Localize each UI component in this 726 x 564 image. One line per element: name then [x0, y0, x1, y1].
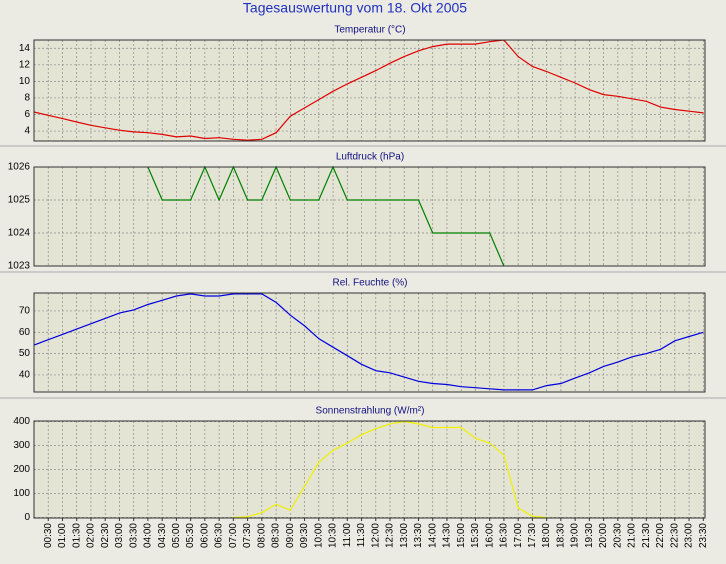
plot-area	[34, 167, 705, 266]
data-line	[33, 39, 704, 141]
y-tick-label: 12	[19, 59, 31, 70]
y-tick-label: 200	[13, 464, 30, 475]
x-tick-label: 08:30	[271, 523, 282, 548]
x-tick-label: 23:30	[698, 523, 709, 548]
data-line	[147, 165, 505, 267]
x-tick-label: 09:30	[299, 523, 310, 548]
x-tick-label: 13:00	[399, 523, 410, 548]
y-tick-label: 14	[19, 43, 31, 54]
x-tick-label: 14:30	[442, 523, 453, 548]
page-title: Tagesauswertung vom 18. Okt 2005	[243, 0, 467, 16]
x-tick-label: 20:00	[598, 523, 609, 548]
x-tick-label: 10:30	[328, 523, 339, 548]
x-tick-label: 11:00	[342, 523, 353, 548]
x-tick-label: 05:00	[171, 523, 182, 548]
x-tick-label: 22:30	[669, 523, 680, 548]
x-tick-label: 10:00	[313, 523, 324, 548]
plot-area	[34, 293, 705, 392]
x-tick-label: 02:30	[100, 523, 111, 548]
plot-frame	[33, 292, 706, 393]
x-tick-label: 11:30	[356, 523, 367, 548]
x-tick-label: 16:30	[499, 523, 510, 548]
x-tick-label: 19:30	[584, 523, 595, 548]
plot-area	[34, 40, 705, 141]
x-tick-label: 04:00	[143, 523, 154, 548]
x-tick-label: 18:30	[556, 523, 567, 548]
x-tick-label: 22:00	[655, 523, 666, 548]
y-tick-label: 6	[24, 109, 30, 120]
x-tick-label: 18:00	[541, 523, 552, 548]
y-tick-label: 70	[19, 306, 31, 317]
y-tick-label: 1026	[8, 162, 31, 173]
y-tick-label: 50	[19, 348, 31, 359]
y-tick-label: 8	[24, 93, 30, 104]
x-tick-label: 04:30	[157, 523, 168, 548]
x-tick-label: 03:00	[114, 523, 125, 548]
x-tick-label: 17:30	[527, 523, 538, 548]
x-tick-label: 00:30	[43, 523, 54, 548]
x-tick-label: 14:00	[427, 523, 438, 548]
x-tick-label: 12:30	[385, 523, 396, 548]
x-tick-label: 15:30	[470, 523, 481, 548]
x-tick-label: 09:00	[285, 523, 296, 548]
x-tick-label: 07:00	[228, 523, 239, 548]
plot-frame	[33, 166, 706, 267]
y-tick-label: 60	[19, 327, 31, 338]
x-tick-label: 07:30	[242, 523, 253, 548]
y-tick-label: 0	[24, 512, 30, 523]
x-tick-label: 03:30	[128, 523, 139, 548]
x-tick-label: 08:00	[256, 523, 267, 548]
x-tick-label: 13:30	[413, 523, 424, 548]
panel-title: Sonnenstrahlung (W/m²)	[316, 406, 425, 417]
x-tick-label: 06:30	[214, 523, 225, 548]
x-tick-label: 21:00	[627, 523, 638, 548]
y-tick-label: 4	[24, 126, 30, 137]
data-line	[33, 293, 704, 391]
panel-title: Luftdruck (hPa)	[336, 152, 404, 163]
x-tick-label: 17:00	[513, 523, 524, 548]
x-tick-label: 16:00	[484, 523, 495, 548]
x-tick-label: 01:30	[71, 523, 82, 548]
plot-frame	[33, 39, 706, 142]
y-tick-label: 40	[19, 370, 31, 381]
x-tick-label: 06:00	[200, 523, 211, 548]
x-tick-label: 15:00	[456, 523, 467, 548]
y-tick-label: 1025	[8, 195, 31, 206]
x-tick-label: 21:30	[641, 523, 652, 548]
data-line	[233, 420, 547, 519]
x-tick-label: 23:00	[684, 523, 695, 548]
y-tick-label: 1023	[8, 261, 31, 272]
y-tick-label: 10	[19, 76, 31, 87]
x-tick-label: 19:00	[570, 523, 581, 548]
plot-frame	[33, 420, 706, 519]
panel-title: Rel. Feuchte (%)	[332, 278, 407, 289]
y-tick-label: 300	[13, 440, 30, 451]
x-tick-label: 05:30	[185, 523, 196, 548]
x-tick-label: 20:30	[612, 523, 623, 548]
panel-title: Temperatur (°C)	[334, 25, 405, 36]
y-tick-label: 1024	[8, 228, 31, 239]
x-tick-label: 01:00	[57, 523, 68, 548]
y-tick-label: 100	[13, 488, 30, 499]
x-tick-label: 02:00	[86, 523, 97, 548]
y-tick-label: 400	[13, 416, 30, 427]
x-tick-label: 12:00	[370, 523, 381, 548]
plot-area	[34, 421, 705, 518]
